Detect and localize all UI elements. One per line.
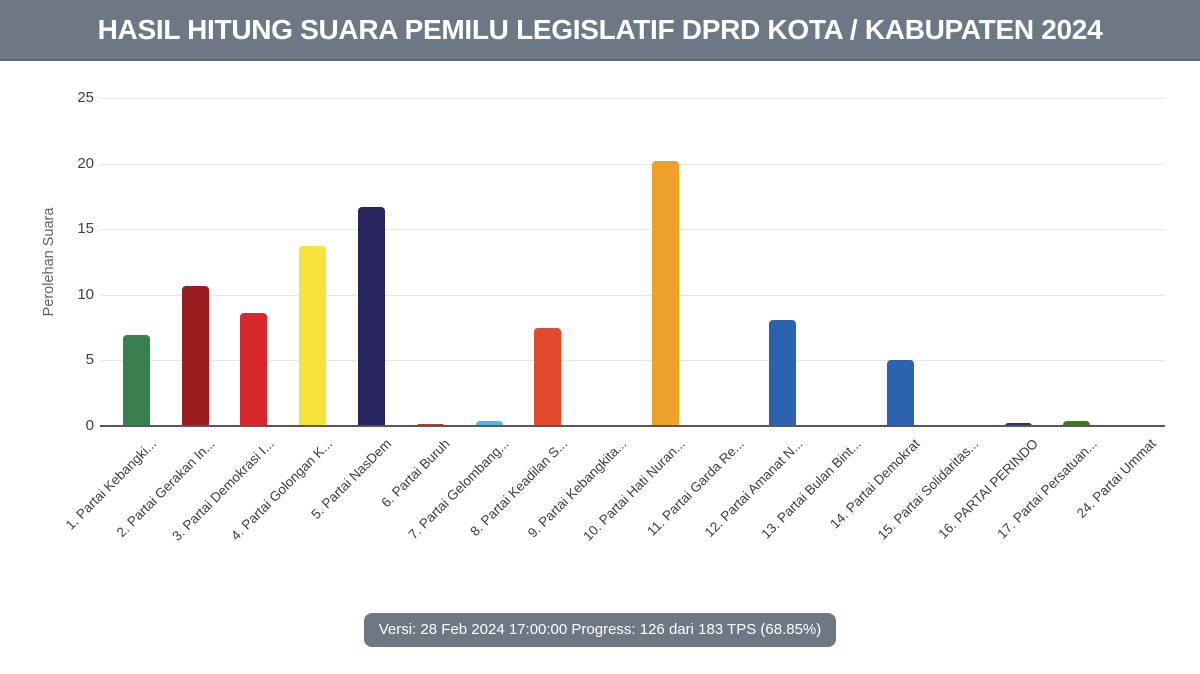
x-axis-category-label: 11. Partai Garda Re...	[644, 436, 747, 539]
chart-bar[interactable]	[122, 335, 150, 426]
chart-bar[interactable]	[475, 420, 503, 426]
chart-bar[interactable]	[299, 246, 327, 426]
y-axis-tick-label: 20	[77, 154, 94, 172]
chart-bar[interactable]	[887, 360, 914, 426]
y-axis-tick-label: 15	[77, 220, 94, 238]
x-axis-category-label: 2. Partai Gerakan In...	[113, 436, 218, 540]
chart-bar[interactable]	[1004, 422, 1032, 426]
x-axis-category-label: 7. Partai Gelombang...	[405, 436, 512, 543]
x-axis-line	[100, 425, 1165, 427]
chart-bar[interactable]	[651, 160, 679, 426]
y-axis-tick-label: 10	[77, 285, 94, 303]
x-axis-category-label: 3. Partai Demokrasi I...	[168, 436, 277, 544]
x-axis-category-label: 17. Partai Persatuan...	[993, 436, 1100, 542]
y-axis-tick-label: 0	[85, 417, 94, 434]
chart-bar[interactable]	[534, 327, 562, 426]
chart-bar[interactable]	[181, 285, 209, 426]
x-axis-category-label: 10. Partai Hati Nuran...	[580, 436, 688, 544]
page-header: HASIL HITUNG SUARA PEMILU LEGISLATIF DPR…	[0, 0, 1200, 61]
gridline	[100, 229, 1165, 231]
x-axis-category-label: 8. Partai Keadilan S...	[467, 436, 571, 539]
chart-bar[interactable]	[1063, 421, 1091, 426]
gridline	[100, 163, 1165, 165]
gridline	[100, 360, 1165, 362]
footer: Versi: 28 Feb 2024 17:00:00 Progress: 12…	[0, 613, 1200, 647]
chart-bar[interactable]	[358, 206, 385, 426]
y-axis-tick-label: 25	[77, 89, 94, 106]
y-axis-tick-label: 5	[85, 351, 94, 369]
version-progress-badge: Versi: 28 Feb 2024 17:00:00 Progress: 12…	[363, 613, 837, 647]
gridline	[100, 98, 1165, 99]
x-axis-category-label: 4. Partai Golongan K...	[228, 436, 336, 544]
x-axis-category-label: 16. PARTAI PERINDO	[935, 436, 1041, 542]
chart-bar[interactable]	[769, 319, 797, 426]
x-axis-category-label: 12. Partai Amanat N...	[701, 436, 806, 540]
x-axis-category-label: 13. Partai Bulan Bint...	[758, 436, 865, 542]
x-axis-category-label: 15. Partai Solidaritas...	[875, 436, 982, 543]
gridline	[100, 294, 1165, 296]
chart-bar[interactable]	[240, 313, 268, 426]
x-axis-category-label: 9. Partai Kebangkita...	[524, 436, 630, 541]
page-title: HASIL HITUNG SUARA PEMILU LEGISLATIF DPR…	[97, 13, 1103, 45]
